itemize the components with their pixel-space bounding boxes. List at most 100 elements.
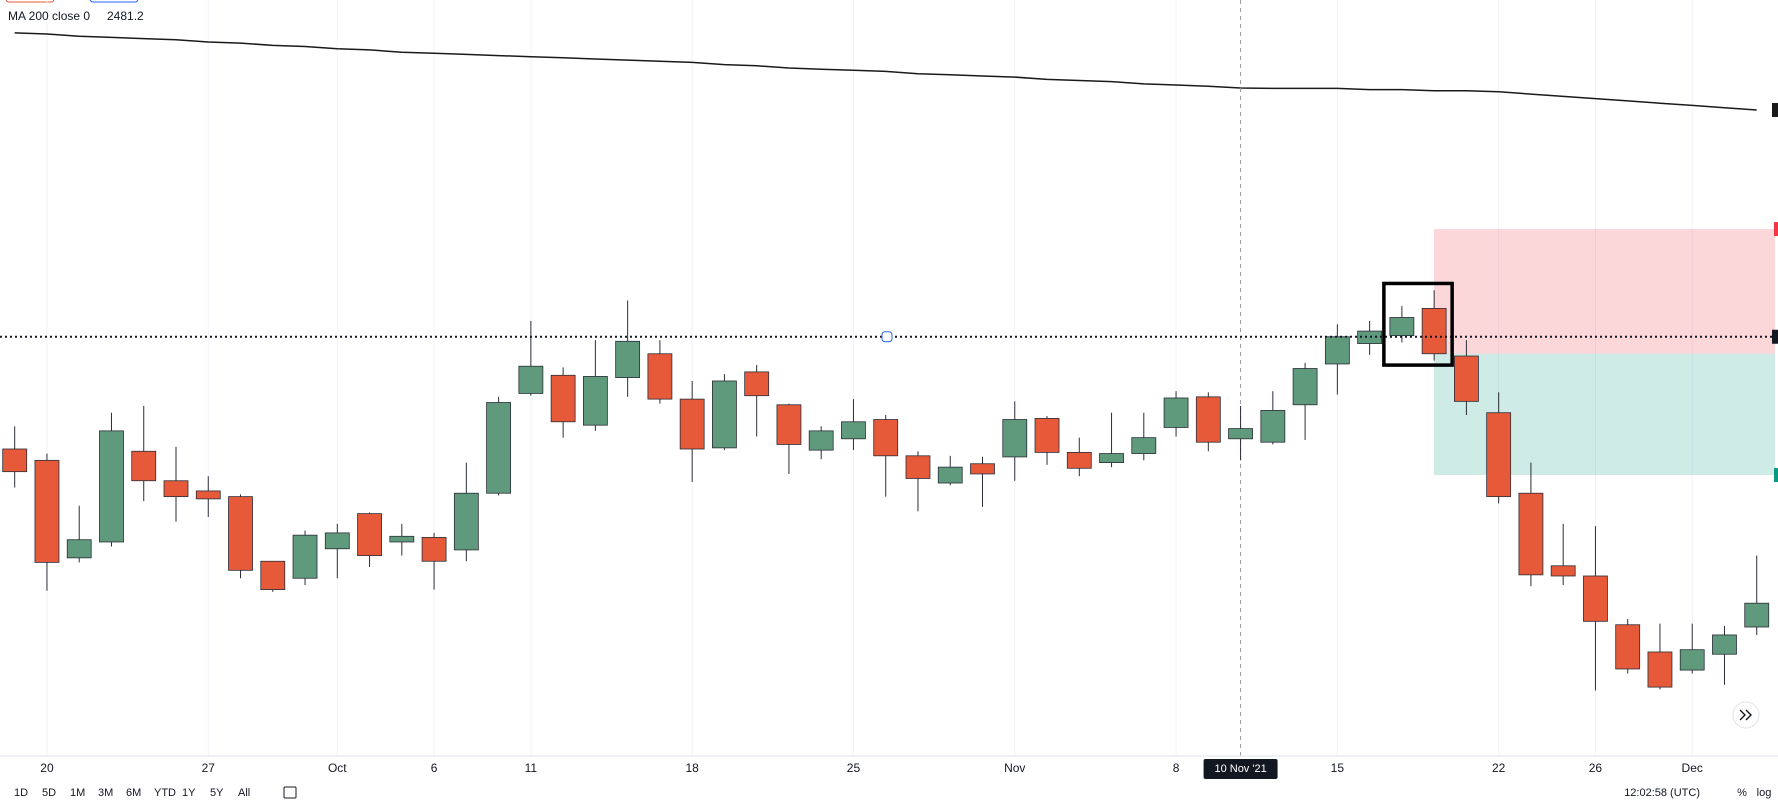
candle-body — [163, 480, 189, 498]
candle-body — [195, 490, 221, 500]
x-tick-label: 20 — [40, 761, 54, 775]
calendar-icon[interactable] — [283, 786, 297, 799]
candle-body — [970, 463, 995, 475]
target-tag — [1774, 468, 1778, 483]
interval-button[interactable]: 5Y — [210, 787, 224, 799]
candle-body — [518, 365, 544, 394]
candle-body — [66, 539, 92, 559]
candle-body — [486, 402, 512, 494]
candle-body — [228, 496, 253, 571]
indicator-name: MA 200 close 0 — [8, 9, 90, 23]
crosshair-label-bg — [1203, 759, 1278, 779]
line-handle[interactable] — [881, 331, 893, 343]
interval-button[interactable]: 1M — [70, 787, 85, 799]
ma-line — [14, 32, 1757, 111]
candle-body — [1712, 634, 1737, 655]
x-tick-label: 6 — [431, 761, 438, 775]
candle-body — [937, 466, 963, 484]
ma-tag — [1772, 102, 1778, 117]
candle-body — [292, 534, 318, 579]
x-tick-label: 26 — [1589, 761, 1603, 775]
candle-body — [389, 535, 415, 543]
candle-body — [1615, 624, 1641, 670]
candle-body — [1421, 308, 1447, 355]
highlight-box — [1382, 281, 1454, 367]
candle-body — [1034, 417, 1060, 453]
clock: 12:02:58 (UTC) — [1624, 787, 1700, 799]
interval-button[interactable]: 1D — [14, 787, 28, 799]
interval-button[interactable]: 3M — [98, 787, 113, 799]
candle-body — [1002, 419, 1028, 458]
candle-body — [550, 374, 576, 423]
indicator-value: 2481.2 — [107, 9, 144, 23]
candle-body — [1583, 575, 1608, 622]
x-tick-label: 15 — [1331, 761, 1345, 775]
candle-body — [1324, 336, 1350, 365]
line-tag — [1772, 329, 1778, 344]
x-tick-label: 22 — [1492, 761, 1506, 775]
candle-body — [357, 513, 382, 556]
interval-button[interactable]: 1Y — [182, 787, 196, 799]
candle-body — [1679, 649, 1705, 671]
candle-body — [776, 404, 802, 445]
stop-tag — [1774, 222, 1778, 237]
candle-body — [99, 430, 124, 543]
x-tick-label: 27 — [202, 761, 216, 775]
target-zone — [1434, 353, 1775, 476]
candle-body — [1647, 651, 1673, 688]
candle-body — [582, 376, 608, 426]
candle-body — [873, 419, 899, 457]
candle-body — [744, 371, 770, 397]
candle-body — [421, 537, 447, 562]
interval-button[interactable]: YTD — [154, 787, 176, 799]
candle-body — [1744, 602, 1770, 628]
stop-zone — [1434, 229, 1775, 354]
candle-body — [1228, 428, 1253, 440]
candle-body — [1486, 412, 1512, 498]
candle-body — [260, 560, 286, 590]
interval-button[interactable]: All — [238, 787, 250, 799]
candle-body — [131, 450, 157, 482]
scroll-button[interactable] — [1732, 701, 1760, 729]
candle-body — [1099, 453, 1124, 464]
candle-body — [1195, 396, 1221, 443]
candle-body — [712, 380, 737, 449]
x-tick-label: 11 — [525, 761, 538, 775]
overlay: 20 27 Oct 6 11 18 25 Nov 8 10 Nov '21 15 22 26 Dec — [0, 281, 1778, 779]
candle-body — [1518, 492, 1544, 576]
candle-body — [34, 459, 60, 563]
candle-body — [1454, 355, 1479, 402]
candle-body — [1389, 317, 1415, 337]
plot-area — [2, 0, 1778, 756]
candle-body — [647, 353, 673, 400]
x-tick-label: 18 — [685, 761, 699, 775]
candle-body — [679, 398, 705, 450]
candle-body — [905, 455, 931, 479]
percent-toggle[interactable]: % — [1737, 787, 1747, 799]
candle-body — [841, 421, 866, 440]
x-tick-label: Nov — [1004, 761, 1025, 775]
x-tick-label: Oct — [328, 761, 347, 775]
crosshair-label: 10 Nov '21 — [1214, 763, 1266, 775]
x-tick-label: 25 — [847, 761, 861, 775]
log-toggle[interactable]: log — [1757, 787, 1772, 799]
x-tick-label: 8 — [1173, 761, 1180, 775]
candle-body — [2, 448, 28, 473]
candle-body — [1260, 410, 1286, 443]
candle-body — [1066, 451, 1092, 469]
legend-button[interactable] — [5, 0, 55, 3]
interval-button[interactable]: 6M — [126, 787, 141, 799]
legend-button[interactable] — [89, 0, 139, 3]
x-tick-label: Dec — [1682, 761, 1703, 775]
bottom-toolbar: 1D 5D 1M 3M 6M YTD 1Y 5Y All 12:02:58 (UTC)% log — [14, 786, 1772, 799]
candle-body — [1131, 437, 1157, 454]
candle-body — [808, 430, 834, 451]
scroll-icon — [1739, 709, 1752, 721]
interval-button[interactable]: 5D — [42, 787, 56, 799]
candle-body — [324, 532, 350, 550]
candle-body — [1292, 368, 1318, 406]
candle-body — [453, 492, 479, 551]
candle-body — [615, 340, 641, 378]
